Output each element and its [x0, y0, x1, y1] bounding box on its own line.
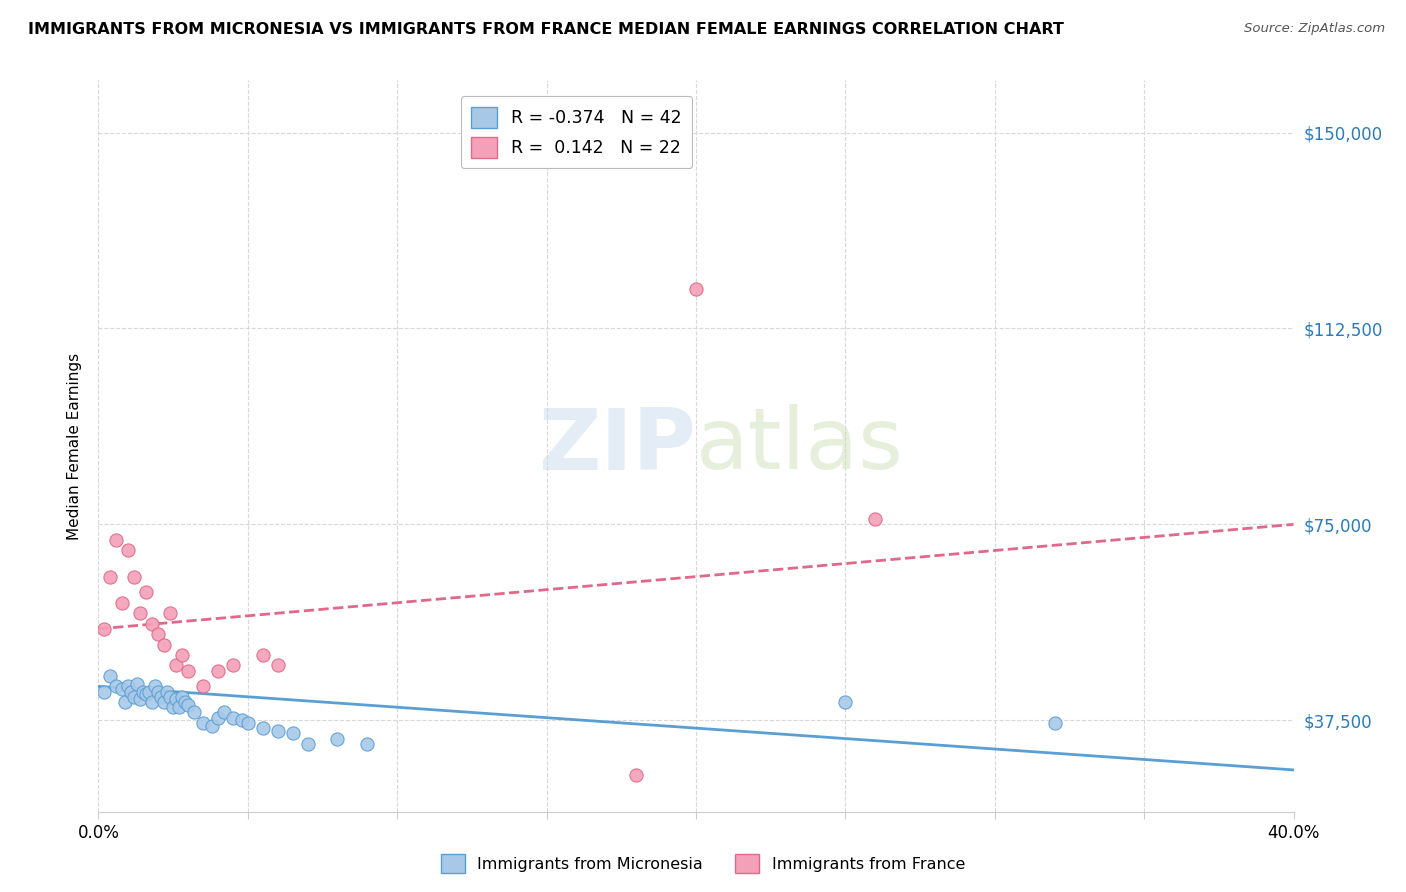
Point	[267, 723, 290, 738]
Point	[177, 698, 200, 712]
Text: atlas: atlas	[696, 404, 904, 488]
Point	[222, 711, 245, 725]
Point	[212, 706, 235, 720]
Point	[117, 679, 139, 693]
Text: ZIP: ZIP	[538, 404, 696, 488]
Point	[153, 695, 176, 709]
Point	[191, 679, 214, 693]
Point	[105, 679, 128, 693]
Point	[207, 711, 229, 725]
Point	[159, 690, 181, 704]
Point	[252, 648, 274, 662]
Point	[174, 695, 197, 709]
Point	[231, 714, 253, 728]
Point	[141, 616, 163, 631]
Point	[111, 596, 134, 610]
Point	[127, 676, 149, 690]
Point	[132, 684, 155, 698]
Point	[865, 512, 887, 526]
Point	[114, 695, 136, 709]
Point	[162, 700, 184, 714]
Point	[172, 648, 194, 662]
Point	[93, 622, 115, 636]
Point	[138, 684, 160, 698]
Point	[156, 684, 179, 698]
Point	[297, 737, 319, 751]
Point	[167, 700, 190, 714]
Point	[129, 606, 152, 620]
Point	[281, 726, 304, 740]
Point	[626, 768, 648, 782]
Point	[356, 737, 378, 751]
Point	[236, 715, 259, 730]
Point	[159, 606, 181, 620]
Y-axis label: Median Female Earnings: Median Female Earnings	[66, 352, 82, 540]
Point	[124, 690, 146, 704]
Point	[93, 684, 115, 698]
Point	[117, 543, 139, 558]
Point	[135, 585, 157, 599]
Point	[165, 658, 187, 673]
Point	[172, 690, 194, 704]
Text: IMMIGRANTS FROM MICRONESIA VS IMMIGRANTS FROM FRANCE MEDIAN FEMALE EARNINGS CORR: IMMIGRANTS FROM MICRONESIA VS IMMIGRANTS…	[28, 22, 1064, 37]
Point	[148, 627, 170, 641]
Point	[105, 533, 128, 547]
Point	[222, 658, 245, 673]
Point	[177, 664, 200, 678]
Point	[150, 690, 173, 704]
Point	[207, 664, 229, 678]
Point	[143, 679, 166, 693]
Point	[183, 706, 205, 720]
Legend: Immigrants from Micronesia, Immigrants from France: Immigrants from Micronesia, Immigrants f…	[434, 847, 972, 880]
Point	[148, 684, 170, 698]
Point	[124, 569, 146, 583]
Point	[1043, 715, 1066, 730]
Point	[98, 669, 122, 683]
Point	[111, 681, 134, 696]
Point	[165, 692, 187, 706]
Point	[153, 638, 176, 652]
Point	[141, 695, 163, 709]
Point	[135, 687, 157, 701]
Point	[326, 731, 349, 746]
Point	[252, 721, 274, 735]
Point	[98, 569, 122, 583]
Legend: R = -0.374   N = 42, R =  0.142   N = 22: R = -0.374 N = 42, R = 0.142 N = 22	[461, 96, 692, 169]
Text: Source: ZipAtlas.com: Source: ZipAtlas.com	[1244, 22, 1385, 36]
Point	[129, 692, 152, 706]
Point	[120, 684, 142, 698]
Point	[685, 282, 707, 296]
Point	[267, 658, 290, 673]
Point	[834, 695, 856, 709]
Point	[191, 715, 214, 730]
Point	[201, 718, 224, 732]
